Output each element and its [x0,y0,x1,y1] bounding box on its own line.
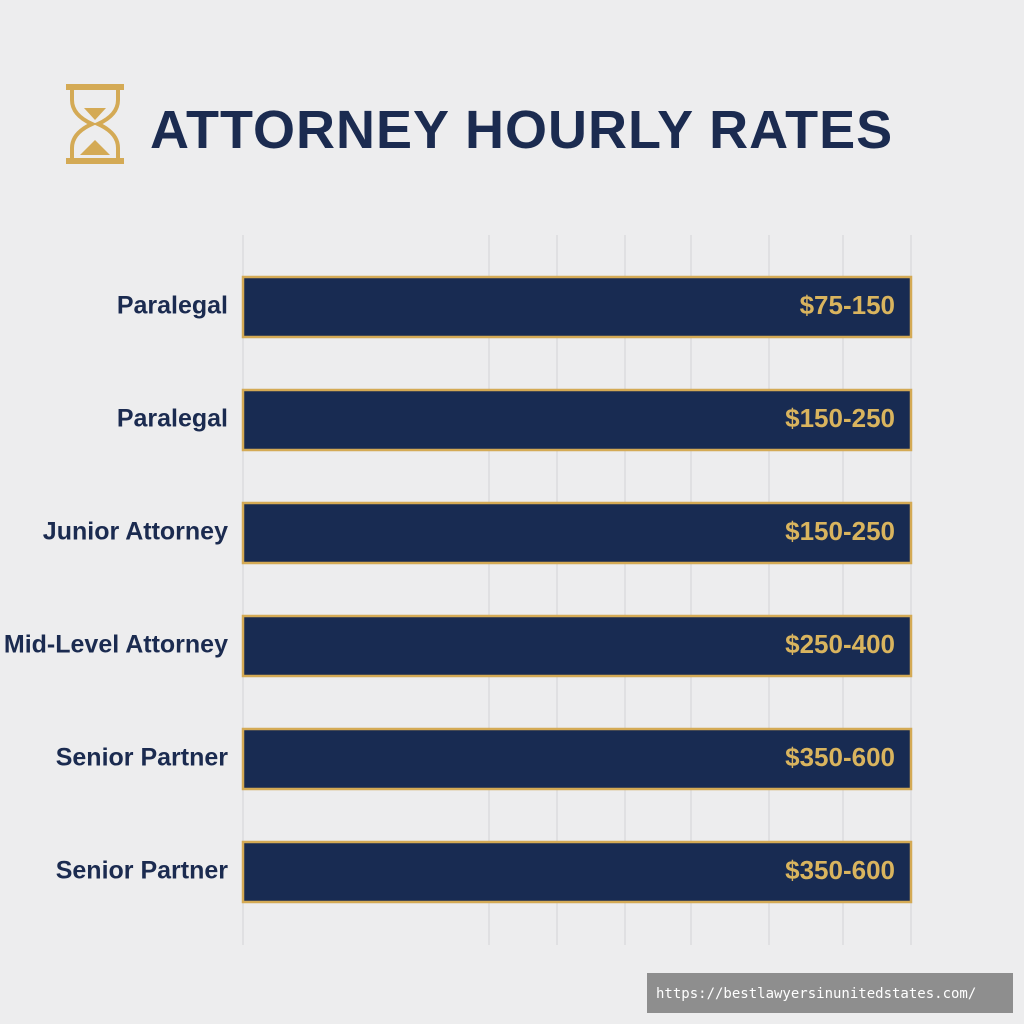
grid [242,235,912,945]
url-box [647,973,1013,1013]
row-label: Junior Attorney [43,518,228,546]
row-label: Senior Partner [56,857,229,885]
rate-label: $250-400 [785,629,895,659]
rate-label: $350-600 [785,855,895,885]
rate-label: $75-150 [800,290,895,320]
rows: Paralegal $75-150 Paralegal $150-250 Junior … [4,275,913,904]
row-label: Paralegal [117,405,228,433]
rate-label: $150-250 [785,516,895,546]
row-label: Paralegal [117,292,228,320]
hourglass-icon [66,84,124,164]
bar [241,727,913,791]
bar [241,840,913,904]
rate-label: $150-250 [785,403,895,433]
title: ATTORNEY HOURLY RATES [150,100,893,160]
bar [241,388,913,452]
url: https://bestlawyersinunitedstates.com/ [656,986,976,1002]
rate-label: $350-600 [785,742,895,772]
bar [241,275,913,339]
row-label: Senior Partner [56,744,229,772]
bar [241,614,913,678]
row-label: Mid-Level Attorney [4,631,228,659]
bar [241,501,913,565]
